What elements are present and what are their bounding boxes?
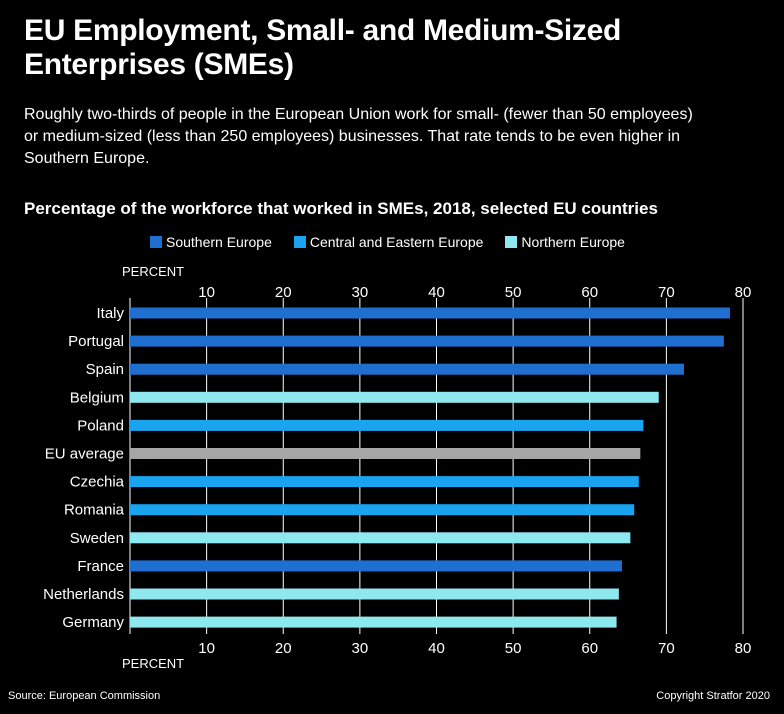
tick-label-top-20: 20: [275, 284, 292, 301]
category-label-romania: Romania: [64, 502, 125, 519]
tick-label-top-10: 10: [198, 284, 215, 301]
legend-swatch-central-eastern-europe: [293, 236, 306, 248]
legend-label-central-eastern-europe: Central and Eastern Europe: [309, 234, 484, 250]
bar-sweden: [130, 532, 631, 544]
bar-italy: [130, 307, 730, 319]
bar-france: [130, 560, 622, 572]
tick-label-top-60: 60: [581, 284, 598, 301]
source-note: Source: European Commission: [8, 690, 161, 702]
category-label-czechia: Czechia: [70, 474, 125, 491]
legend-label-northern-europe: Northern Europe: [521, 234, 625, 250]
category-label-portugal: Portugal: [68, 333, 124, 350]
bar-portugal: [130, 335, 724, 347]
page-title: EU Employment, Small- and Medium-Sized E…: [24, 14, 622, 81]
tick-label-bottom-70: 70: [658, 640, 675, 657]
axis-ticks: 10 10 20 20 30 30 40 40 50 50 60 60 70 70 80 80 PERCENT P…: [122, 264, 751, 671]
page-subtitle: Roughly two-thirds of people in the Euro…: [24, 106, 693, 167]
bar-germany: [130, 616, 617, 628]
bar-eu-average: [130, 448, 641, 459]
tick-label-top-70: 70: [658, 284, 675, 301]
category-label-france: France: [77, 558, 124, 575]
legend-swatch-southern-europe: [150, 236, 162, 248]
tick-label-top-80: 80: [735, 284, 752, 301]
chart-legend: Southern Europe Central and Eastern Euro…: [150, 232, 625, 252]
category-label-poland: Poland: [77, 417, 124, 434]
category-label-eu-average: EU average: [45, 446, 124, 463]
category-label-italy: Italy: [96, 305, 124, 322]
bar-spain: [130, 363, 684, 375]
tick-label-bottom-10: 10: [198, 640, 215, 657]
copyright-note: Copyright Stratfor 2020: [656, 690, 770, 702]
tick-label-top-40: 40: [428, 284, 445, 301]
bar-poland: [130, 419, 644, 431]
axis-unit-bottom: PERCENT: [122, 656, 184, 671]
category-labels: Italy Portugal Spain Belgium Poland EU averag…: [43, 305, 125, 631]
tick-label-bottom-50: 50: [505, 640, 522, 657]
category-label-germany: Germany: [62, 614, 124, 631]
legend-item-southern-europe: Southern Europe: [150, 234, 272, 250]
legend-item-northern-europe: Northern Europe: [505, 234, 625, 250]
bar-romania: [130, 504, 635, 516]
category-label-sweden: Sweden: [70, 530, 124, 547]
tick-label-bottom-80: 80: [735, 640, 752, 657]
category-label-spain: Spain: [86, 361, 124, 378]
bar-belgium: [130, 391, 659, 403]
chart-title: Percentage of the workforce that worked …: [24, 199, 658, 218]
bar-netherlands: [130, 588, 619, 600]
bars: [130, 307, 730, 628]
category-label-netherlands: Netherlands: [43, 586, 124, 603]
tick-label-top-30: 30: [352, 284, 369, 301]
tick-label-top-50: 50: [505, 284, 522, 301]
axis-unit-top: PERCENT: [122, 264, 184, 279]
gridlines: [129, 298, 744, 634]
bar-chart: Italy Portugal Spain Belgium Poland EU averag…: [43, 264, 751, 671]
bar-czechia: [130, 476, 639, 488]
category-label-belgium: Belgium: [70, 389, 124, 406]
legend-item-central-eastern-europe: Central and Eastern Europe: [293, 234, 484, 250]
tick-label-bottom-40: 40: [428, 640, 445, 657]
legend-label-southern-europe: Southern Europe: [166, 234, 272, 250]
tick-label-bottom-60: 60: [581, 640, 598, 657]
tick-label-bottom-30: 30: [352, 640, 369, 657]
legend-swatch-northern-europe: [505, 236, 518, 248]
tick-label-bottom-20: 20: [275, 640, 292, 657]
